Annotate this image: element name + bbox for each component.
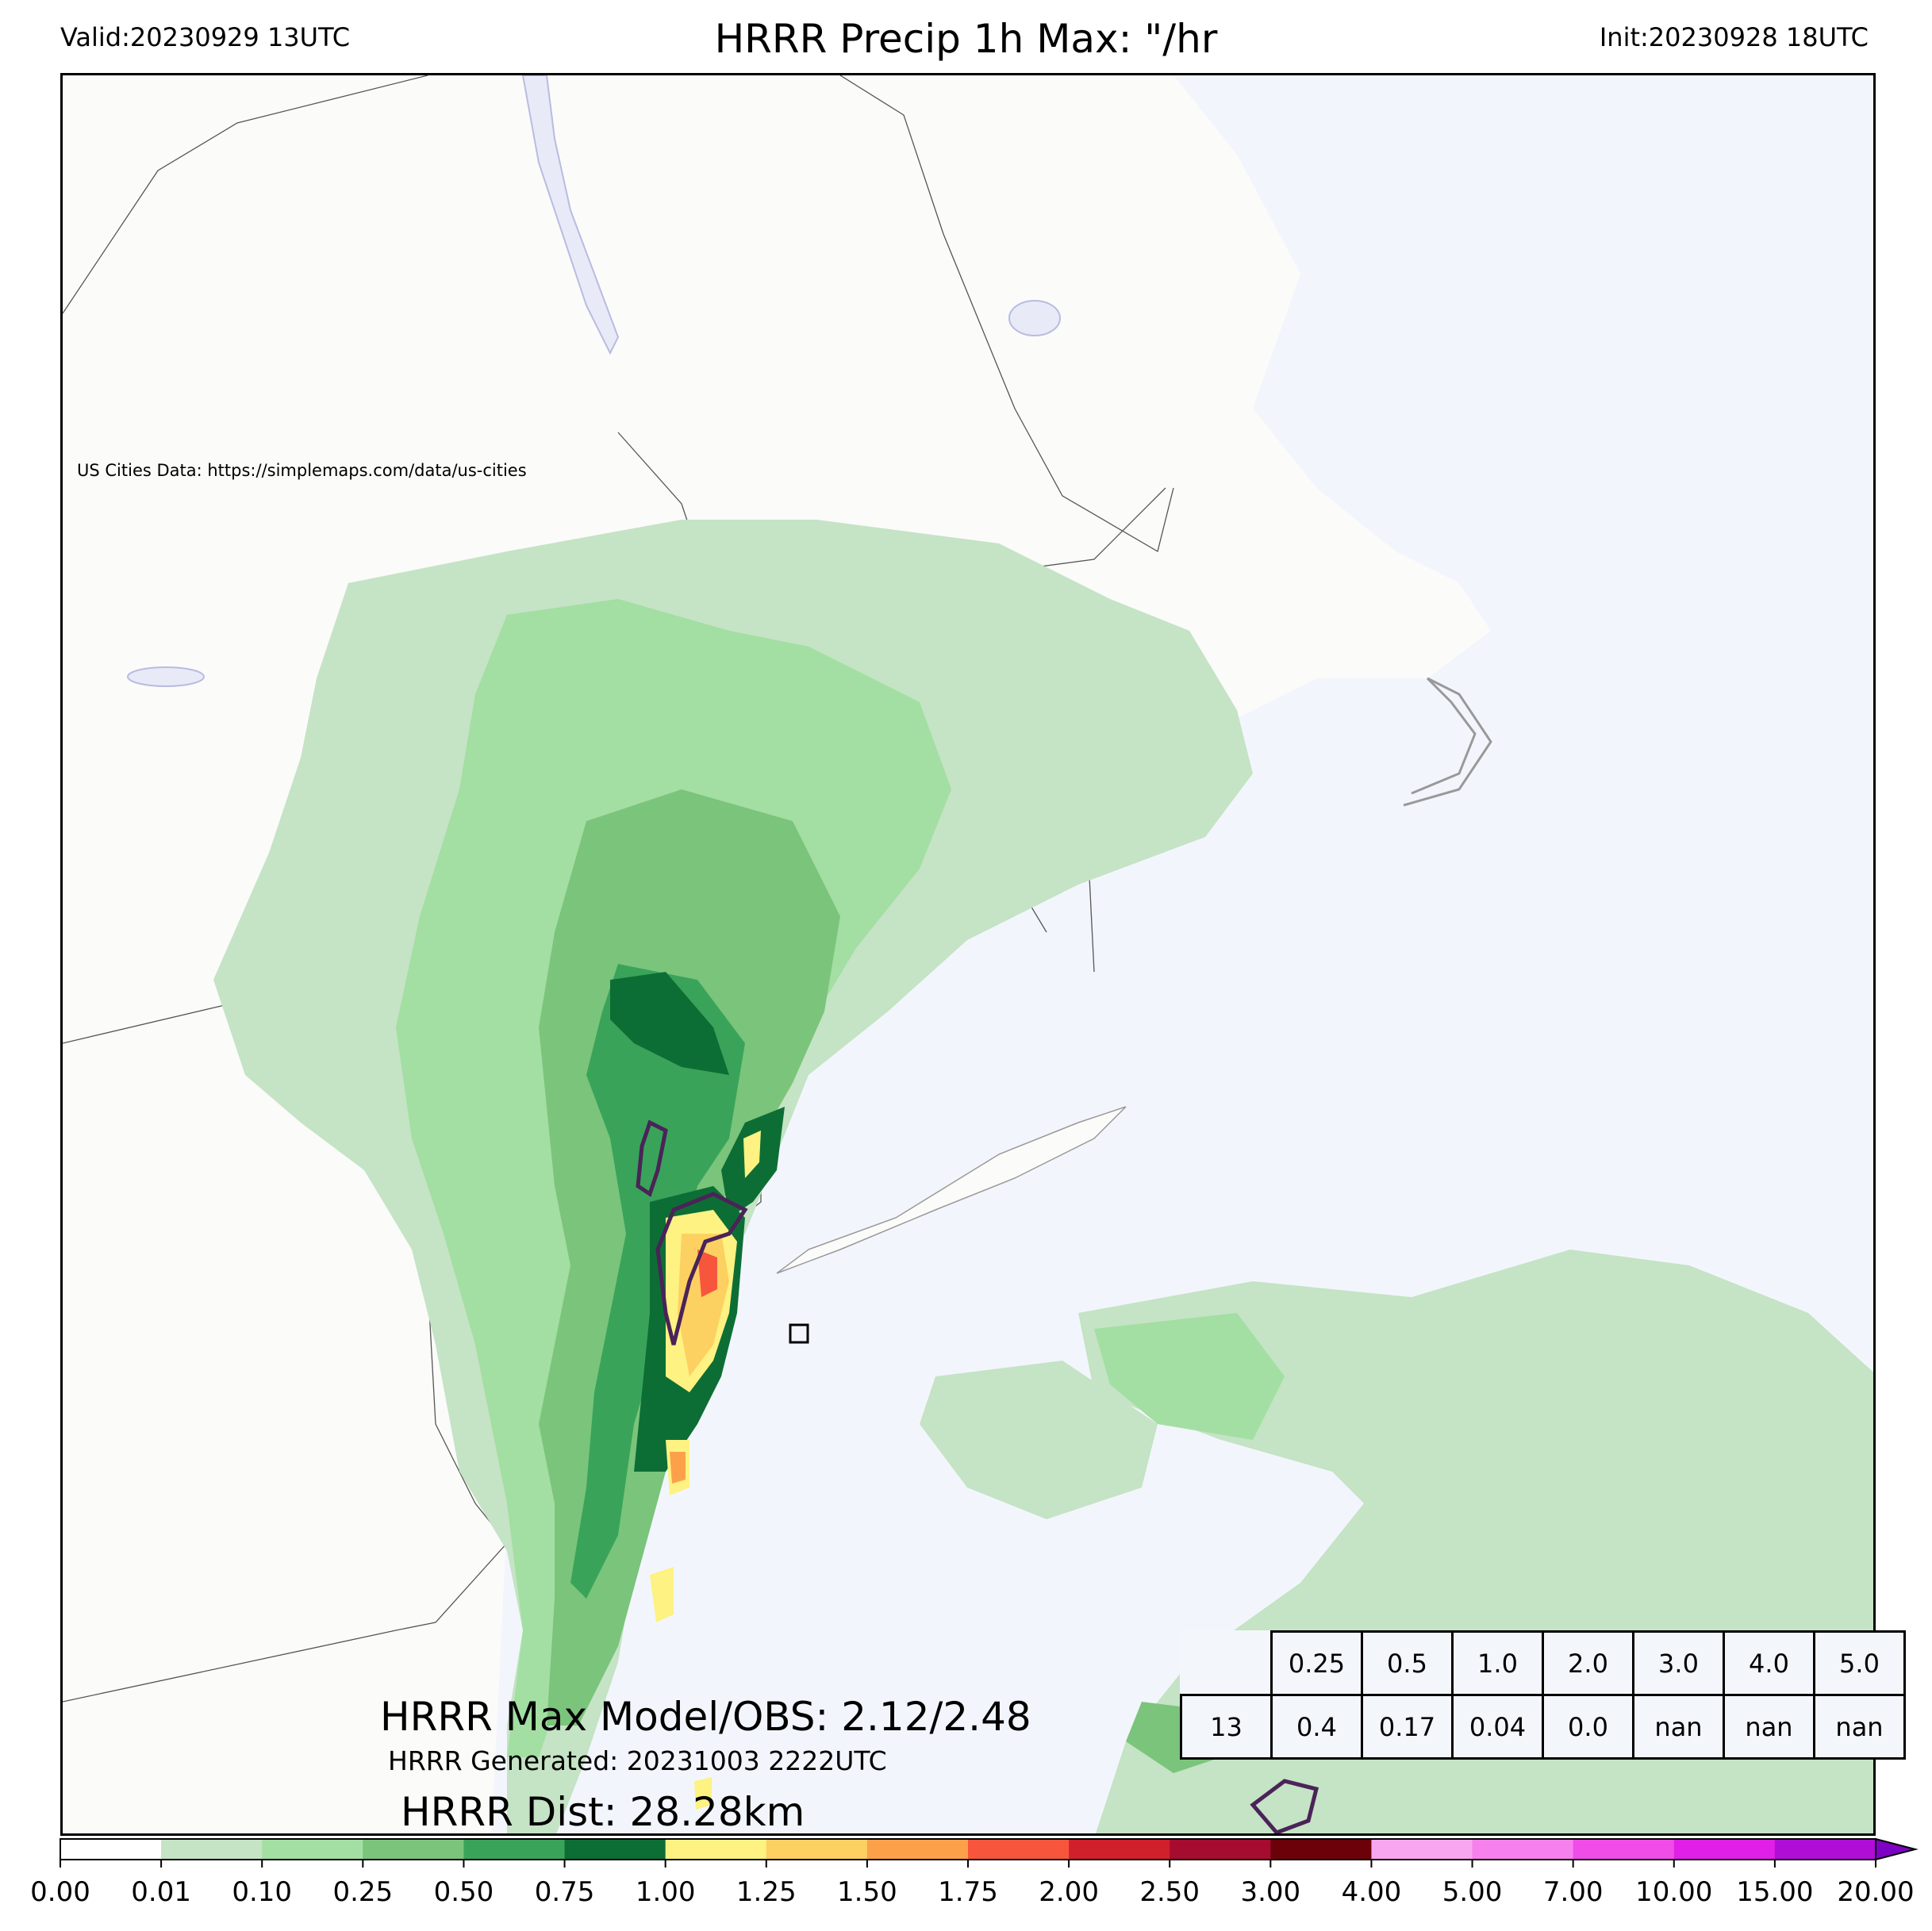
value-cell: 0.04 [1451,1694,1544,1760]
threshold-cell: 0.5 [1361,1630,1454,1696]
colorbar: 0.00 0.01 0.10 0.25 0.50 0.75 1.00 1.25 1.50 1.75… [30,1837,1919,1908]
colorbar-segment [161,1839,263,1860]
init-time: Init:20230928 18UTC [1599,22,1869,52]
map-panel[interactable]: US Cities Data: https://simplemaps.com/d… [60,73,1876,1836]
colorbar-tick-label: 1.00 [636,1876,696,1908]
colorbar-segment [564,1839,666,1860]
colorbar-tick-label: 10.00 [1635,1876,1712,1908]
colorbar-tick-label: 20.00 [1837,1876,1914,1908]
value-cell: 0.0 [1542,1694,1634,1760]
generated-time: HRRR Generated: 20231003 2222UTC [388,1745,887,1776]
colorbar-tick-label: 0.00 [30,1876,90,1908]
lake-west [127,666,205,687]
colorbar-tick-label: 0.50 [434,1876,494,1908]
colorbar-segment [968,1839,1070,1860]
colorbar-segment [766,1839,868,1860]
colorbar-tick-label: 1.25 [736,1876,797,1908]
colorbar-tick-label: 0.75 [535,1876,595,1908]
valid-time: Valid:20230929 13UTC [60,22,351,52]
threshold-cell: 1.0 [1451,1630,1544,1696]
colorbar-segment [1472,1839,1574,1860]
colorbar-segment [1170,1839,1271,1860]
colorbar-tick-label: 2.00 [1039,1876,1099,1908]
station-marker [789,1323,809,1344]
colorbar-extend-arrow [1875,1837,1919,1861]
data-credit: US Cities Data: https://simplemaps.com/d… [77,461,527,480]
colorbar-tick-label: 1.75 [938,1876,998,1908]
threshold-table: 0.25 0.5 1.0 2.0 3.0 4.0 5.0 13 0.4 0.17… [1180,1630,1906,1760]
threshold-row: 0.25 0.5 1.0 2.0 3.0 4.0 5.0 [1181,1630,1906,1696]
threshold-cell: 5.0 [1813,1630,1906,1696]
value-row: 13 0.4 0.17 0.04 0.0 nan nan nan [1180,1694,1906,1760]
colorbar-tick-label: 0.25 [332,1876,393,1908]
threshold-cell: 3.0 [1632,1630,1725,1696]
threshold-cell: 0.25 [1270,1630,1363,1696]
colorbar-segment [1069,1839,1170,1860]
value-cell: 13 [1180,1694,1273,1760]
colorbar-segment [1673,1839,1776,1860]
lake-champlain [521,75,620,355]
value-cell: nan [1813,1694,1906,1760]
colorbar-segment [866,1839,969,1860]
table-corner [1181,1632,1272,1695]
threshold-cell: 4.0 [1723,1630,1815,1696]
distance: HRRR Dist: 28.28km [401,1789,805,1835]
colorbar-tick-label: 7.00 [1543,1876,1604,1908]
value-cell: nan [1723,1694,1815,1760]
colorbar-tick-label: 5.00 [1442,1876,1503,1908]
colorbar-segment [665,1839,767,1860]
colorbar-tick-label: 15.00 [1736,1876,1813,1908]
long-island [776,1106,1127,1274]
colorbar-tick-label: 0.10 [232,1876,292,1908]
colorbar-tick-label: 3.00 [1240,1876,1300,1908]
colorbar-segment [1573,1839,1675,1860]
colorbar-segment [463,1839,566,1860]
colorbar-tick-label: 1.50 [837,1876,897,1908]
map-title: HRRR Precip 1h Max: "/hr [714,16,1218,62]
value-cell: 0.17 [1361,1694,1454,1760]
threshold-cell: 2.0 [1542,1630,1634,1696]
value-cell: nan [1632,1694,1725,1760]
obs-contours [636,1119,1319,1833]
colorbar-tick-label: 0.01 [131,1876,191,1908]
precip-map [63,75,1873,1833]
colorbar-tick-label: 2.50 [1139,1876,1200,1908]
value-cell: 0.4 [1270,1694,1363,1760]
colorbar-segment [1774,1839,1876,1860]
colorbar-segment [1270,1839,1372,1860]
colorbar-segment [60,1839,162,1860]
colorbar-tick-label: 4.00 [1342,1876,1402,1908]
colorbar-segment [262,1839,363,1860]
max-model-obs: HRRR Max Model/OBS: 2.12/2.48 [380,1694,1031,1740]
lake-small [1008,300,1061,336]
cape-cod [1403,677,1492,807]
colorbar-segment [1371,1839,1473,1860]
colorbar-segment [363,1839,464,1860]
